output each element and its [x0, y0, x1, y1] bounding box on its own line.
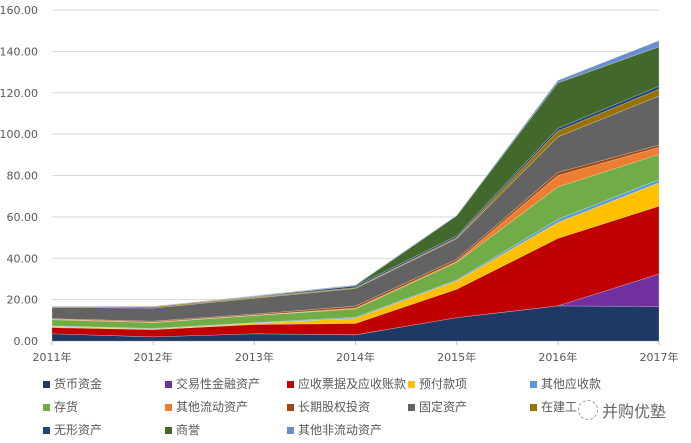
x-tick-label: 2011年: [33, 350, 72, 364]
legend-item: 无形资产: [43, 423, 102, 437]
legend-item: 固定资产: [408, 400, 467, 414]
legend-swatch: [408, 380, 415, 388]
legend-label: 长期股权投资: [298, 400, 371, 414]
legend-label: 商誉: [176, 423, 201, 437]
wechat-logo-icon: [578, 400, 598, 420]
legend-item: 交易性金融资产: [165, 377, 260, 391]
legend-label: 其他非流动资产: [298, 423, 383, 437]
legend-item: 货币资金: [43, 377, 102, 391]
legend-item: 其他流动资产: [165, 400, 248, 414]
legend-swatch: [43, 426, 50, 434]
watermark: 并购优塾: [578, 398, 666, 422]
legend-swatch: [287, 403, 294, 411]
y-tick-label: 160.00: [0, 4, 38, 17]
area-12: [51, 40, 660, 307]
x-tick-label: 2013年: [235, 350, 274, 364]
legend-label: 无形资产: [54, 423, 103, 437]
legend-swatch: [43, 380, 50, 388]
legend-item: 商誉: [165, 423, 200, 437]
legend-label: 应收票据及应收账款: [298, 377, 407, 391]
legend-swatch: [408, 403, 415, 411]
y-tick-label: 140.00: [0, 45, 38, 58]
legend-item: 长期股权投资: [287, 400, 370, 414]
area-6: [51, 146, 660, 323]
y-tick-label: 80.00: [7, 170, 39, 183]
x-tick-label: 2015年: [437, 350, 476, 364]
y-tick-label: 120.00: [0, 87, 38, 100]
legend-item: 应收票据及应收账款: [287, 377, 406, 391]
legend-swatch: [165, 426, 172, 434]
x-tick-label: 2012年: [134, 350, 173, 364]
legend-label: 其他流动资产: [176, 400, 249, 414]
legend-swatch: [165, 380, 172, 388]
legend-label: 预付款项: [419, 377, 468, 391]
y-tick-label: 40.00: [7, 252, 39, 265]
legend-swatch: [287, 426, 294, 434]
y-tick-label: 0.00: [14, 335, 39, 348]
legend-item: 其他应收款: [530, 377, 601, 391]
legend-item: 预付款项: [408, 377, 467, 391]
legend-label: 货币资金: [54, 377, 103, 391]
legend-item: 其他非流动资产: [287, 423, 382, 437]
legend-label: 交易性金融资产: [176, 377, 261, 391]
legend-swatch: [530, 380, 537, 388]
y-tick-label: 60.00: [7, 211, 39, 224]
legend-swatch: [287, 380, 294, 388]
y-tick-label: 20.00: [7, 294, 39, 307]
x-tick-label: 2016年: [538, 350, 577, 364]
legend-swatch: [165, 403, 172, 411]
y-tick-label: 100.00: [0, 128, 38, 141]
stacked-area-chart: 0.00 20.00 40.00 60.00 80.00 100.00 120.00 140.…: [0, 4, 679, 364]
x-tick-label: 2014年: [336, 350, 375, 364]
x-tick-label: 2017年: [640, 350, 679, 364]
legend-label: 其他应收款: [541, 377, 602, 391]
legend: 货币资金 交易性金融资产 应收票据及应收账款 预付款项 其他应收款存货 其他流动资产 长期股…: [0, 372, 691, 443]
legend-item: 存货: [43, 400, 78, 414]
area-2: [51, 205, 660, 338]
area-3: [51, 182, 660, 330]
legend-swatch: [43, 403, 50, 411]
legend-swatch: [530, 403, 537, 411]
legend-label: 在建工: [541, 400, 578, 414]
legend-label: 固定资产: [419, 400, 468, 414]
legend-label: 存货: [54, 400, 79, 414]
watermark-text: 并购优塾: [602, 402, 667, 421]
legend-item: 在建工: [530, 400, 577, 414]
area-8: [51, 95, 660, 322]
